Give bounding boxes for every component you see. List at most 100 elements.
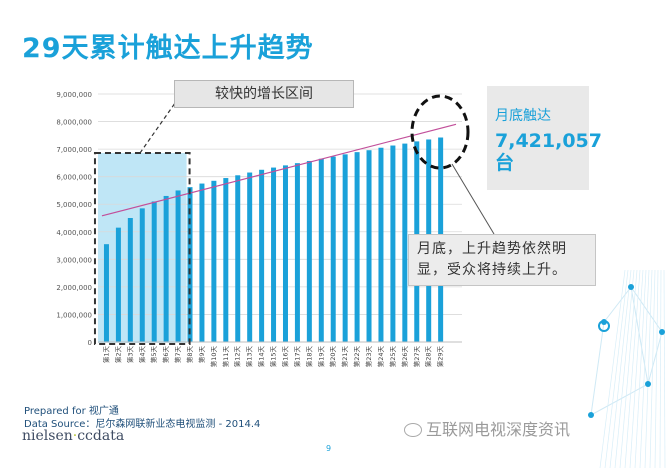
deco-line <box>603 286 632 323</box>
bar <box>235 175 241 342</box>
x-tick-label: 第13天 <box>245 346 254 368</box>
watermark-text: 互联网电视深度资讯 <box>426 420 571 439</box>
bar <box>354 152 360 342</box>
endpoint-dashed-ellipse <box>410 94 470 170</box>
callout-leader-bottom <box>451 163 495 235</box>
summary-value: 7,421,057 <box>495 130 602 152</box>
bar <box>175 190 181 342</box>
bar <box>223 178 229 342</box>
bar <box>330 156 336 342</box>
x-tick-label: 第19天 <box>316 346 325 368</box>
x-tick-label: 第18天 <box>304 346 313 368</box>
x-tick-label: 第17天 <box>292 346 301 368</box>
y-tick-label: 2,000,000 <box>56 284 92 292</box>
x-tick-label: 第28天 <box>424 346 433 368</box>
bar <box>402 143 408 342</box>
wechat-icon <box>404 423 422 437</box>
watermark: 互联网电视深度资讯 <box>404 416 570 440</box>
y-tick-label: 0 <box>88 339 92 347</box>
x-tick-label: 第3天 <box>125 346 134 364</box>
location-pin-icon <box>598 320 610 332</box>
deco-curve <box>609 269 632 468</box>
deco-curve <box>599 269 626 468</box>
y-tick-label: 5,000,000 <box>56 201 92 209</box>
x-tick-label: 第8天 <box>185 346 194 364</box>
x-tick-label: 第22天 <box>352 346 361 368</box>
x-tick-label: 第23天 <box>364 346 373 368</box>
deco-curve <box>614 269 635 468</box>
deco-line <box>647 331 663 385</box>
deco-curve <box>639 269 650 468</box>
x-tick-label: 第27天 <box>412 346 421 368</box>
month-end-summary: 月底触达 7,421,057 台 <box>487 86 602 190</box>
trendline <box>101 123 457 217</box>
bar <box>187 187 193 342</box>
prepared-for: Prepared for 视广通 <box>24 406 119 417</box>
x-tick-label: 第16天 <box>280 346 289 368</box>
x-tick-label: 第12天 <box>233 346 242 368</box>
x-tick-label: 第2天 <box>113 346 122 364</box>
x-tick-label: 第11天 <box>221 346 230 368</box>
deco-node <box>659 329 665 335</box>
y-tick-label: 9,000,000 <box>56 91 92 99</box>
x-tick-label: 第24天 <box>376 346 385 368</box>
deco-curve <box>629 269 644 468</box>
deco-curve <box>644 269 653 468</box>
y-tick-label: 1,000,000 <box>56 311 92 319</box>
trend-callout: 月底，上升趋势依然明显，受众将持续上升。 <box>408 234 596 286</box>
summary-unit: 台 <box>495 152 515 174</box>
deco-line <box>630 286 649 385</box>
x-tick-label: 第15天 <box>269 346 278 368</box>
callout-leader-top <box>139 95 181 154</box>
bar <box>139 208 145 342</box>
deco-curve <box>619 269 638 468</box>
page-number: 9 <box>326 444 332 453</box>
deco-curve <box>659 269 662 468</box>
bar <box>294 163 300 342</box>
bar <box>306 160 312 342</box>
data-source: Data Source：尼尔森网联新业态电视监测 - 2014.4 <box>24 419 261 430</box>
x-tick-label: 第6天 <box>161 346 170 364</box>
page-title: 29天累计触达上升趋势 <box>22 33 314 64</box>
brand-dot: · <box>72 428 78 444</box>
deco-curve <box>624 269 641 468</box>
x-tick-label: 第7天 <box>173 346 182 364</box>
summary-label: 月底触达 <box>495 108 551 124</box>
bar <box>247 172 253 342</box>
deco-node <box>628 284 634 290</box>
x-tick-label: 第5天 <box>149 346 158 364</box>
growth-callout: 较快的增长区间 <box>174 80 354 108</box>
deco-line <box>590 383 649 416</box>
deco-curve <box>654 269 659 468</box>
x-tick-label: 第26天 <box>400 346 409 368</box>
x-tick-label: 第9天 <box>197 346 206 364</box>
bar <box>199 183 205 342</box>
y-tick-label: 3,000,000 <box>56 256 92 264</box>
bar <box>127 218 133 342</box>
x-tick-label: 第4天 <box>137 346 146 364</box>
bar <box>378 147 384 342</box>
brand-left: nielsen <box>22 428 73 444</box>
deco-curve <box>649 269 656 468</box>
bar <box>211 180 217 342</box>
deco-node <box>645 381 651 387</box>
bar <box>318 158 324 342</box>
x-tick-label: 第10天 <box>209 346 218 368</box>
deco-curve <box>604 269 629 468</box>
x-tick-label: 第29天 <box>436 346 445 368</box>
y-tick-label: 8,000,000 <box>56 119 92 127</box>
y-tick-label: 6,000,000 <box>56 174 92 182</box>
deco-line <box>590 321 605 416</box>
y-tick-label: 7,000,000 <box>56 146 92 154</box>
deco-curve <box>634 269 647 468</box>
bar <box>271 167 277 342</box>
brand-right: ccdata <box>77 428 125 444</box>
bar <box>163 195 169 342</box>
bar <box>151 201 157 342</box>
x-tick-label: 第25天 <box>388 346 397 368</box>
x-tick-label: 第1天 <box>101 346 110 364</box>
bar <box>103 244 109 342</box>
y-tick-label: 4,000,000 <box>56 229 92 237</box>
brand-logo: nielsen·ccdata <box>22 428 124 444</box>
deco-node <box>588 412 594 418</box>
